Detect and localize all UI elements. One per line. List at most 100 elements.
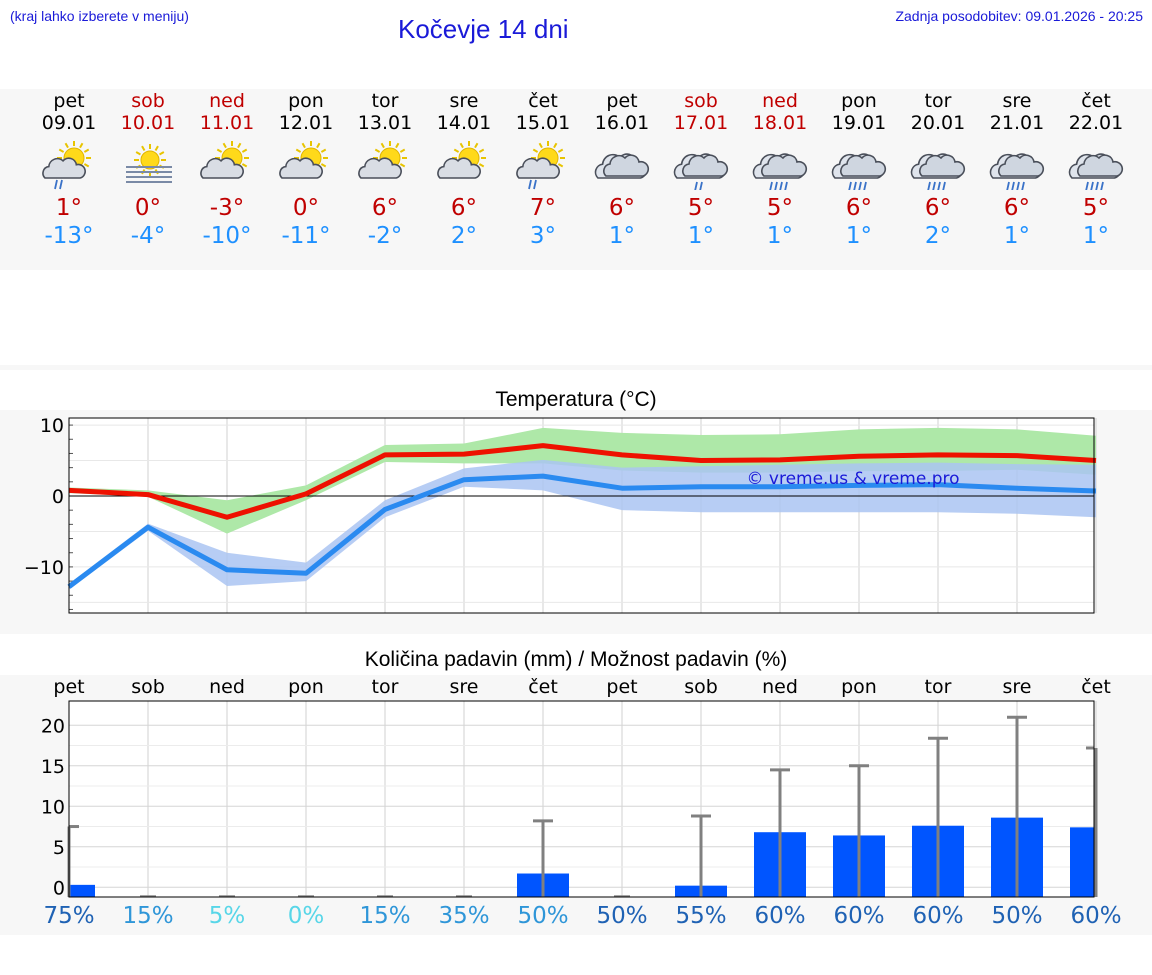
cloud-heavy-rain-icon [989,153,1045,190]
x-category-label: čet [528,676,558,698]
day-date: 12.01 [278,112,334,134]
precipitation-chance: 75% [43,903,95,929]
max-temperature: 5° [766,195,794,221]
temperature-plot-frame [68,417,1095,614]
x-category-label: čet [1081,676,1111,698]
x-category-label: sob [131,676,165,698]
precipitation-chance: 50% [991,903,1043,929]
day-column: pon 19.01 6° 1° [820,90,899,250]
day-date: 17.01 [673,112,729,134]
day-date: 11.01 [199,112,255,134]
day-name: čet [528,90,558,112]
day-column: čet 15.01 7° 3° [504,90,583,250]
day-column: čet 22.01 5° 1° [1057,90,1136,250]
day-date: 21.01 [989,112,1045,134]
min-temperature: -13° [44,223,94,249]
precipitation-chance: 50% [596,903,648,929]
precipitation-chance: 50% [517,903,569,929]
day-date: 13.01 [357,112,413,134]
precipitation-chance: 60% [754,903,806,929]
day-column: pet 09.01 1° -13° [30,90,109,250]
max-temperature: 6° [845,195,873,221]
day-column: sre 14.01 6° 2° [425,90,504,250]
min-temperature: 1° [608,223,636,249]
day-name: sre [449,90,479,112]
sun-cloud-icon [437,141,486,179]
x-category-label: pet [53,676,84,698]
max-temperature: 6° [608,195,636,221]
y-tick-label: 15 [41,756,65,778]
x-category-label: pon [288,676,324,698]
location-hint: (kraj lahko izberete v meniju) [10,8,189,24]
day-column: tor 13.01 6° -2° [346,90,425,250]
cloud-heavy-rain-icon [1068,153,1124,190]
min-temperature: -11° [281,223,331,249]
max-temperature: 5° [1082,195,1110,221]
day-name: sre [1002,90,1032,112]
x-category-label: tor [372,676,399,698]
min-temperature: 1° [1003,223,1031,249]
max-temperature: 6° [450,195,478,221]
precipitation-chart-title: Količina padavin (mm) / Možnost padavin … [364,648,788,671]
precipitation-chance: 0% [287,903,325,929]
day-column: tor 20.01 6° 2° [899,90,978,250]
max-temperature-band [69,427,1096,534]
max-temperature: 5° [687,195,715,221]
max-temperature: 1° [55,195,83,221]
forecast-band [0,89,1152,270]
x-category-label: sre [1003,676,1032,698]
day-column: sob 17.01 5° 1° [662,90,741,250]
x-category-label: sre [450,676,479,698]
precipitation-chance: 55% [675,903,727,929]
y-tick-label: −10 [24,557,64,579]
y-tick-label: 10 [40,415,64,437]
min-temperature: -4° [130,223,166,249]
day-date: 18.01 [752,112,808,134]
day-date: 16.01 [594,112,650,134]
sun-cloud-icon [279,141,328,179]
day-date: 20.01 [910,112,966,134]
max-temperature: -3° [209,195,245,221]
precipitation-bar [1070,827,1094,897]
min-temperature-line [67,473,1097,589]
x-category-label: pon [841,676,877,698]
precipitation-chance: 60% [833,903,885,929]
sun-fog-icon [126,144,172,183]
day-date: 22.01 [1068,112,1124,134]
x-category-label: sob [684,676,718,698]
y-tick-label: 20 [41,715,65,737]
day-name: pon [841,90,877,112]
day-name: sob [131,90,165,112]
sun-cloud-rain-icon [42,141,91,190]
max-temperature: 0° [292,195,320,221]
cloud-heavy-rain-icon [752,153,808,190]
temperature-chart-title: Temperatura (°C) [495,388,657,411]
max-temperature: 0° [134,195,162,221]
sun-cloud-icon [200,141,249,179]
precipitation-chance: 60% [1070,903,1122,929]
day-name: čet [1081,90,1111,112]
day-column: sre 21.01 6° 1° [978,90,1057,250]
day-name: ned [762,90,798,112]
cloud-rain-icon [673,153,729,190]
cloud-heavy-rain-icon [910,153,966,190]
max-temperature: 6° [924,195,952,221]
precipitation-bar [69,884,95,897]
min-temperature: 3° [529,223,557,249]
day-column: pet 16.01 6° 1° [583,90,662,250]
min-temperature: 1° [1082,223,1110,249]
min-temperature: 1° [687,223,715,249]
cloud-icon [594,153,650,179]
day-date: 09.01 [41,112,97,134]
day-name: pet [606,90,638,112]
day-name: ned [209,90,245,112]
precipitation-chance: 15% [122,903,174,929]
min-temperature: -2° [367,223,403,249]
day-name: pon [288,90,324,112]
day-column: ned 11.01 -3° -10° [188,90,267,250]
sun-cloud-icon [358,141,407,179]
y-tick-label: 5 [53,837,65,859]
last-updated: Zadnja posodobitev: 09.01.2026 - 20:25 [895,8,1143,24]
y-tick-label: 0 [52,486,64,508]
